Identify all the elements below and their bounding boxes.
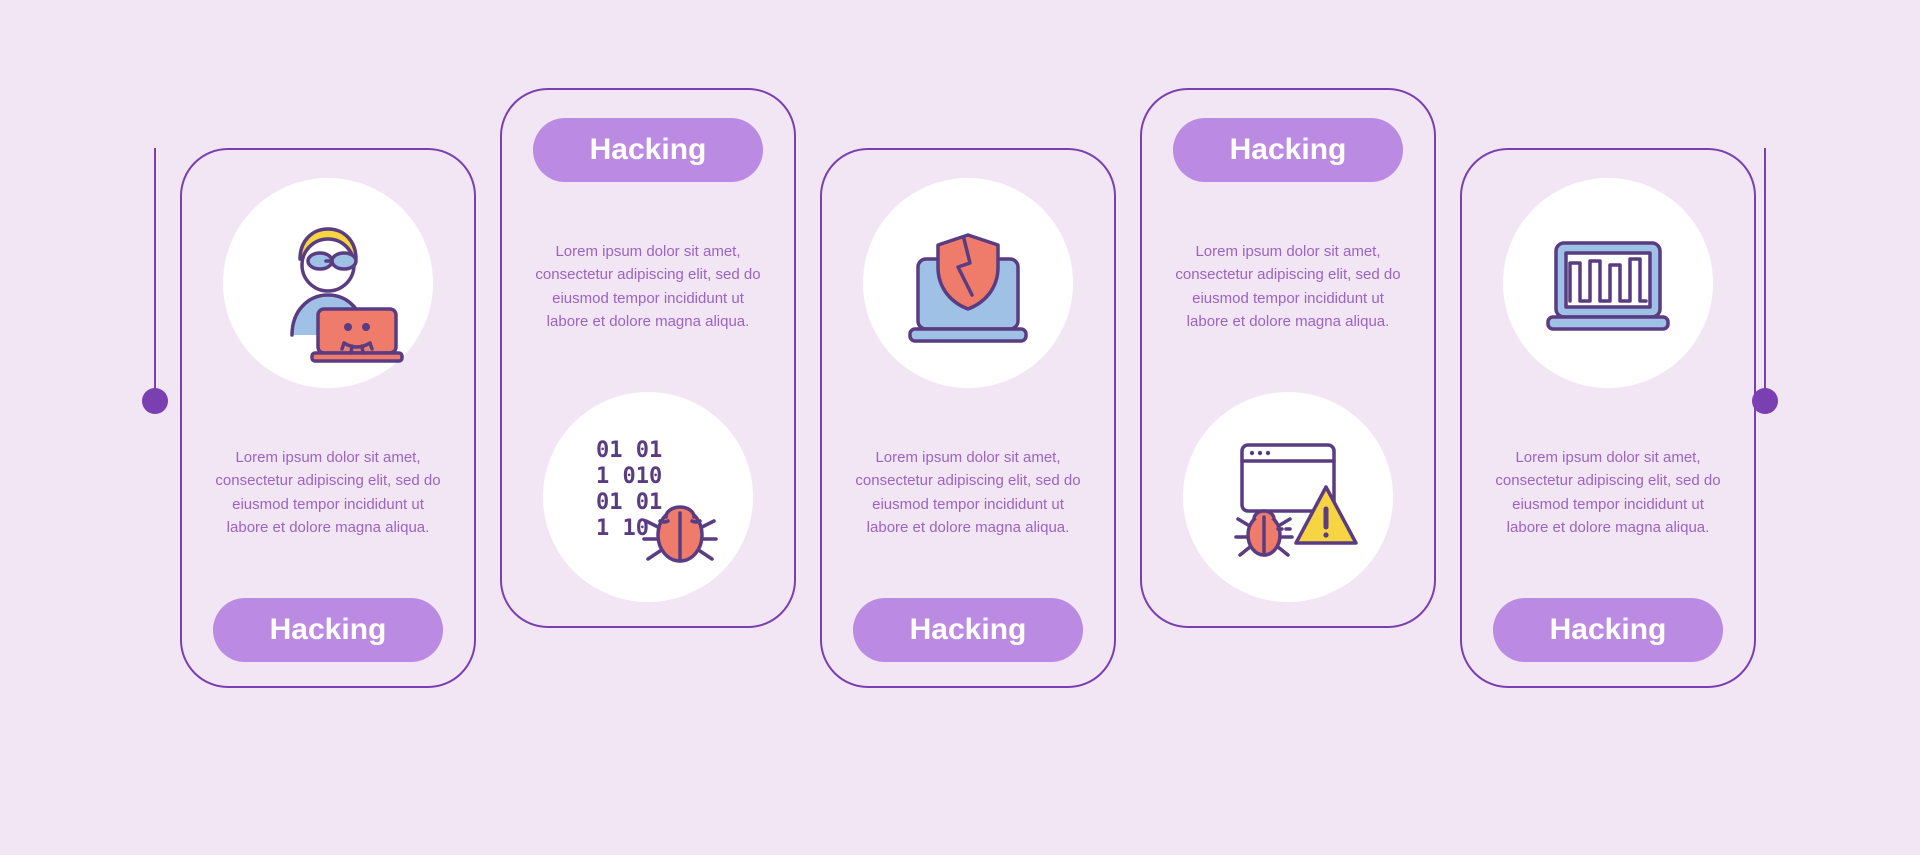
hacker-person-icon: [248, 203, 408, 363]
timeline-stem-right: [1764, 148, 1766, 390]
card-desc: Lorem ipsum dolor sit amet, consectetur …: [850, 410, 1086, 576]
card-desc: Lorem ipsum dolor sit amet, consectetur …: [530, 204, 766, 370]
card-desc: Lorem ipsum dolor sit amet, consectetur …: [1490, 410, 1726, 576]
svg-text:01 01: 01 01: [596, 490, 662, 515]
timeline-stem-left: [154, 148, 156, 390]
icon-circle: [1503, 178, 1713, 388]
laptop-signal-icon: [1528, 203, 1688, 363]
svg-text:1 10: 1 10: [596, 516, 649, 541]
card-title-pill: Hacking: [1493, 598, 1723, 662]
card-title-pill: Hacking: [533, 118, 763, 182]
svg-text:1 010: 1 010: [596, 464, 662, 489]
icon-circle: [223, 178, 433, 388]
card-2: 01 01 1 010 01 01 1 10: [500, 88, 796, 628]
browser-warning-icon: [1208, 417, 1368, 577]
card-title-pill: Hacking: [1173, 118, 1403, 182]
card-1: Lorem ipsum dolor sit amet, consectetur …: [180, 148, 476, 688]
card-5: Lorem ipsum dolor sit amet, consectetur …: [1460, 148, 1756, 688]
timeline-dot-left: [142, 388, 168, 414]
laptop-shield-icon: [888, 203, 1048, 363]
card-desc: Lorem ipsum dolor sit amet, consectetur …: [210, 410, 446, 576]
card-3: Lorem ipsum dolor sit amet, consectetur …: [820, 148, 1116, 688]
card-title-pill: Hacking: [213, 598, 443, 662]
svg-text:01 01: 01 01: [596, 438, 662, 463]
icon-circle: [1183, 392, 1393, 602]
card-title-pill: Hacking: [853, 598, 1083, 662]
icon-circle: [863, 178, 1073, 388]
infographic-stage: Lorem ipsum dolor sit amet, consectetur …: [160, 88, 1760, 768]
icon-circle: 01 01 1 010 01 01 1 10: [543, 392, 753, 602]
binary-bug-icon: 01 01 1 010 01 01 1 10: [568, 417, 728, 577]
card-4: Lorem ipsum dolor sit amet, consectetur …: [1140, 88, 1436, 628]
card-desc: Lorem ipsum dolor sit amet, consectetur …: [1170, 204, 1406, 370]
